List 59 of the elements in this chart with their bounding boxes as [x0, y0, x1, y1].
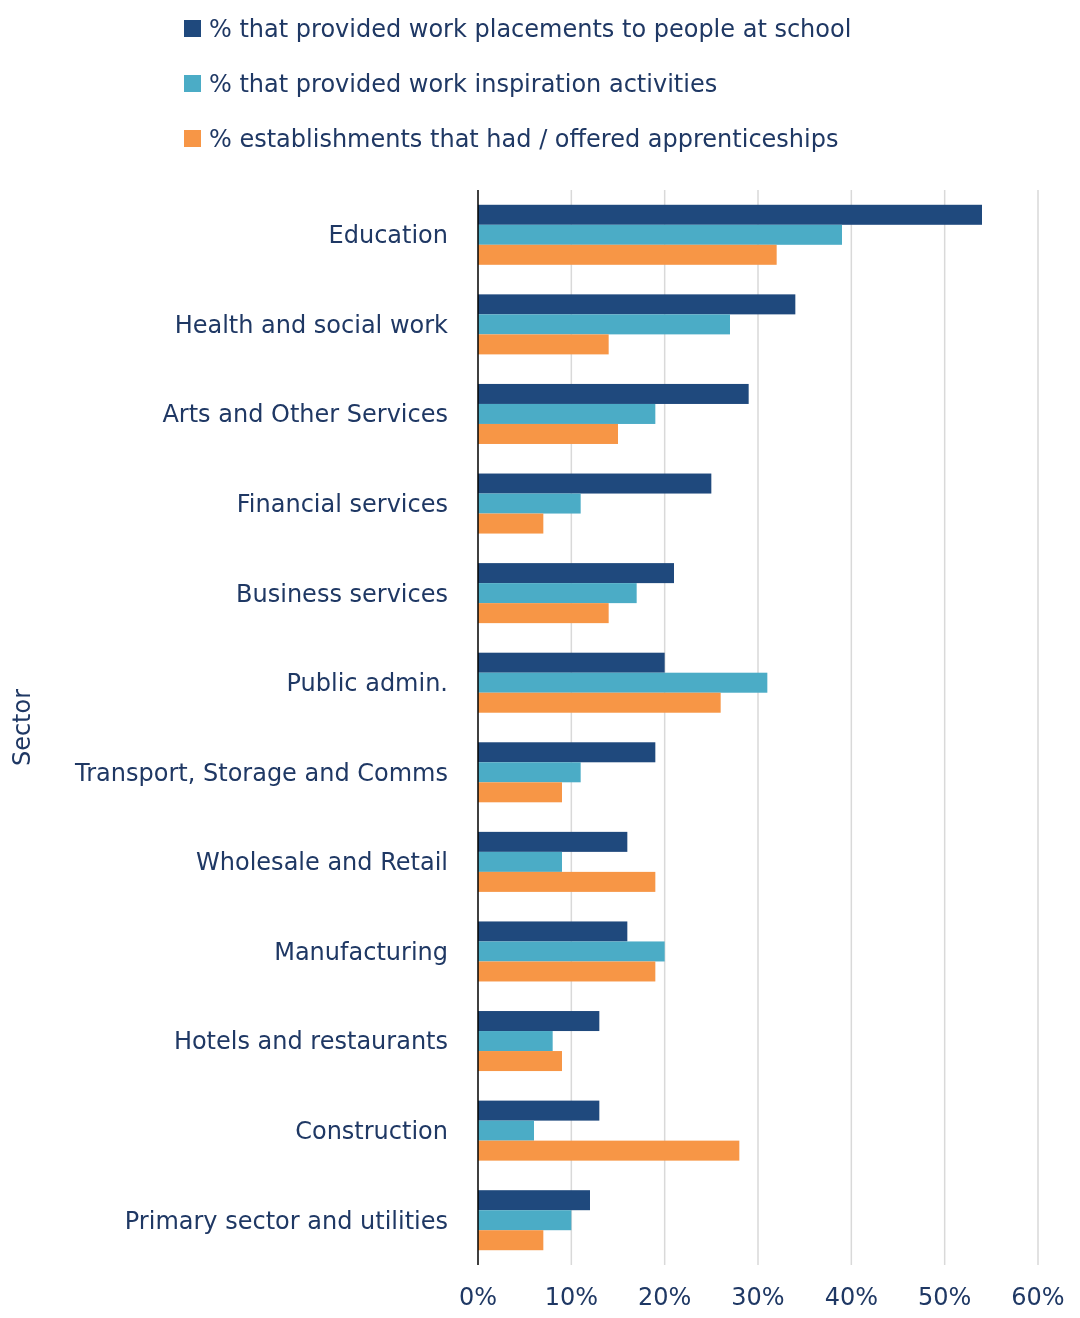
bar: [478, 294, 796, 315]
bar: [478, 204, 982, 225]
bar: [478, 782, 562, 803]
y-tick-label: Arts and Other Services: [162, 400, 448, 429]
x-tick-label: 30%: [731, 1283, 785, 1311]
bar: [478, 563, 674, 584]
bar: [478, 1100, 600, 1121]
y-tick-label: Business services: [236, 579, 448, 608]
bar: [478, 851, 562, 872]
bar: [478, 334, 609, 355]
x-tick-label: 40%: [824, 1283, 879, 1311]
bar: [478, 762, 581, 783]
bar: [478, 1230, 544, 1251]
x-tick-label: 50%: [917, 1283, 972, 1311]
legend-label: % establishments that had / offered apprenticeships: [209, 125, 839, 154]
y-axis-title: Sector: [8, 688, 36, 767]
x-tick-label: 20%: [637, 1283, 692, 1311]
bar: [478, 1051, 562, 1072]
legend-label: % that provided work placements to people at school: [209, 15, 852, 44]
bar: [478, 403, 656, 424]
bar: [478, 473, 712, 494]
y-tick-label: Primary sector and utilities: [124, 1206, 448, 1235]
bar: [478, 314, 730, 335]
bar: [478, 871, 656, 892]
bar: [478, 941, 665, 962]
y-tick-label: Construction: [295, 1117, 448, 1146]
y-tick-label: Hotels and restaurants: [173, 1027, 448, 1056]
bar: [478, 224, 842, 245]
y-tick-label: Manufacturing: [274, 937, 448, 966]
bar: [478, 1011, 600, 1032]
y-tick-label: Public admin.: [286, 669, 448, 698]
legend-label: % that provided work inspiration activities: [209, 70, 718, 99]
bar: [478, 583, 637, 604]
y-tick-label: Transport, Storage and Comms: [74, 758, 448, 787]
x-tick-label: 0%: [458, 1283, 498, 1311]
bar: [478, 652, 665, 673]
bar: [478, 1140, 740, 1161]
bar: [478, 423, 618, 444]
bar: [478, 244, 777, 265]
x-tick-label: 10%: [544, 1283, 599, 1311]
bar: [478, 513, 544, 534]
bar: [478, 603, 609, 624]
bar: [478, 961, 656, 982]
bar: [478, 1031, 553, 1052]
bar: [478, 921, 628, 942]
bar: [478, 1120, 534, 1141]
x-tick-label: 60%: [1011, 1283, 1065, 1311]
bar: [478, 1210, 572, 1231]
bar: [478, 831, 628, 852]
y-tick-label: Health and social work: [174, 310, 449, 339]
bar: [478, 672, 768, 693]
bar: [478, 383, 749, 404]
bar: [478, 493, 581, 514]
y-tick-label: Financial services: [236, 489, 448, 518]
y-tick-label: Wholesale and Retail: [196, 848, 448, 877]
y-tick-label: Education: [328, 221, 448, 250]
bar: [478, 692, 721, 713]
bar: [478, 1190, 590, 1211]
bar: [478, 742, 656, 763]
